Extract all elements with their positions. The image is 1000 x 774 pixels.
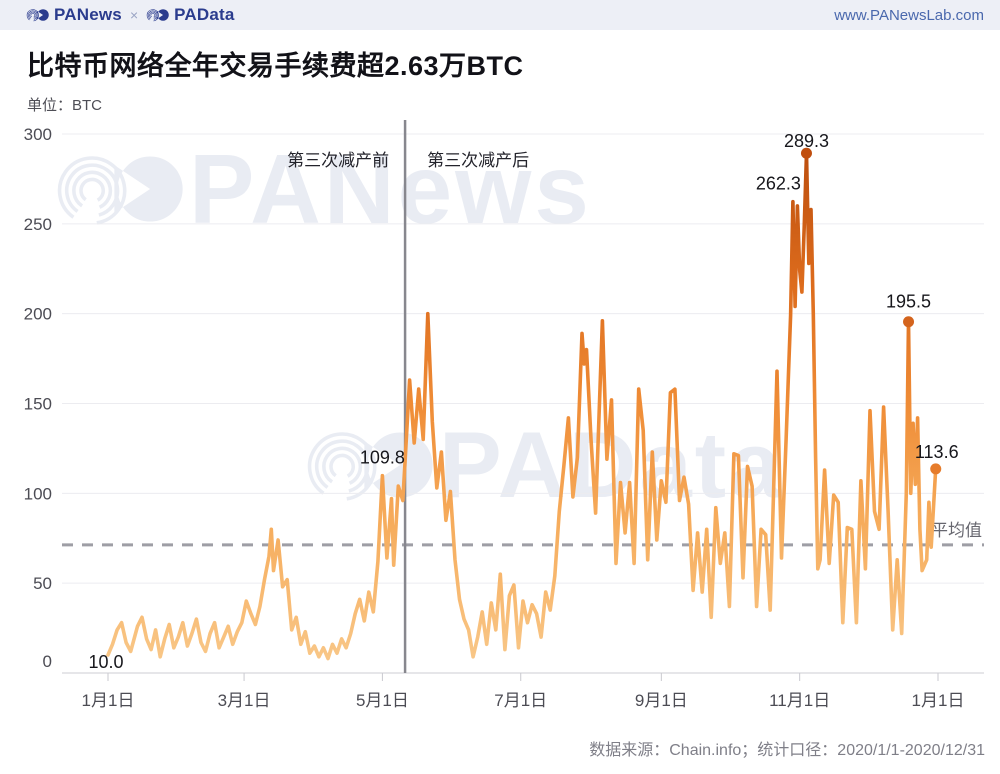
data-point-label: 10.0 xyxy=(88,652,123,672)
data-point-dot xyxy=(903,316,915,328)
title-block: 比特币网络全年交易手续费超2.63万BTC 单位：BTC xyxy=(27,44,524,115)
y-axis-label: 250 xyxy=(24,215,52,234)
data-point-label: 262.3 xyxy=(756,174,801,194)
x-axis-label: 1月1日 xyxy=(82,691,135,710)
brand-logos: PANews × PAData xyxy=(26,5,235,25)
data-point-dot xyxy=(800,147,812,159)
x-axis: 1月1日 3月1日 5月1日 7月1日 9月1日 11月1日 1月1日 xyxy=(82,673,965,710)
brand-separator: × xyxy=(129,7,139,23)
data-point-label: 109.8 xyxy=(360,448,405,468)
y-axis-label: 100 xyxy=(24,484,52,503)
x-axis-label: 11月1日 xyxy=(769,691,830,710)
data-point-label: 113.6 xyxy=(915,442,959,462)
y-axis-label: 200 xyxy=(24,305,52,324)
y-axis-label: 150 xyxy=(24,394,52,413)
unit-value: BTC xyxy=(72,97,103,114)
x-axis-label: 9月1日 xyxy=(635,691,688,710)
halving-label-before: 第三次减产前 xyxy=(287,151,389,170)
y-gridlines: 0 50 100 150 200 250 300 xyxy=(24,125,984,674)
fee-series-line xyxy=(106,151,938,661)
data-point-dot xyxy=(930,463,942,475)
x-axis-label: 7月1日 xyxy=(494,691,547,710)
halving-label-after: 第三次减产后 xyxy=(427,151,529,170)
x-axis-label: 1月1日 xyxy=(912,691,965,710)
panews-logo-text: PANews xyxy=(54,5,122,24)
data-point-label: 195.5 xyxy=(886,292,931,312)
annotations: 10.0 109.8 262.3 289.3 195.5 113.6 xyxy=(88,131,958,672)
header-bar: PANews × PAData www.PANewsLab.com xyxy=(0,0,1000,30)
y-axis-label: 50 xyxy=(33,574,52,593)
x-axis-label: 5月1日 xyxy=(356,691,409,710)
y-axis-label: 0 xyxy=(43,652,52,671)
average-line-label: 平均值 xyxy=(931,521,982,540)
website-link[interactable]: www.PANewsLab.com xyxy=(834,6,984,24)
chart-title: 比特币网络全年交易手续费超2.63万BTC xyxy=(27,51,524,81)
unit-line: 单位：BTC xyxy=(27,94,524,115)
unit-label: 单位： xyxy=(27,97,73,114)
y-axis-label: 300 xyxy=(24,125,52,144)
x-axis-label: 3月1日 xyxy=(218,691,271,710)
data-source-note: 数据来源：Chain.info；统计口径：2020/1/1-2020/12/31 xyxy=(589,742,985,759)
data-point-label: 289.3 xyxy=(784,131,829,151)
padata-logo-text: PAData xyxy=(174,5,235,24)
